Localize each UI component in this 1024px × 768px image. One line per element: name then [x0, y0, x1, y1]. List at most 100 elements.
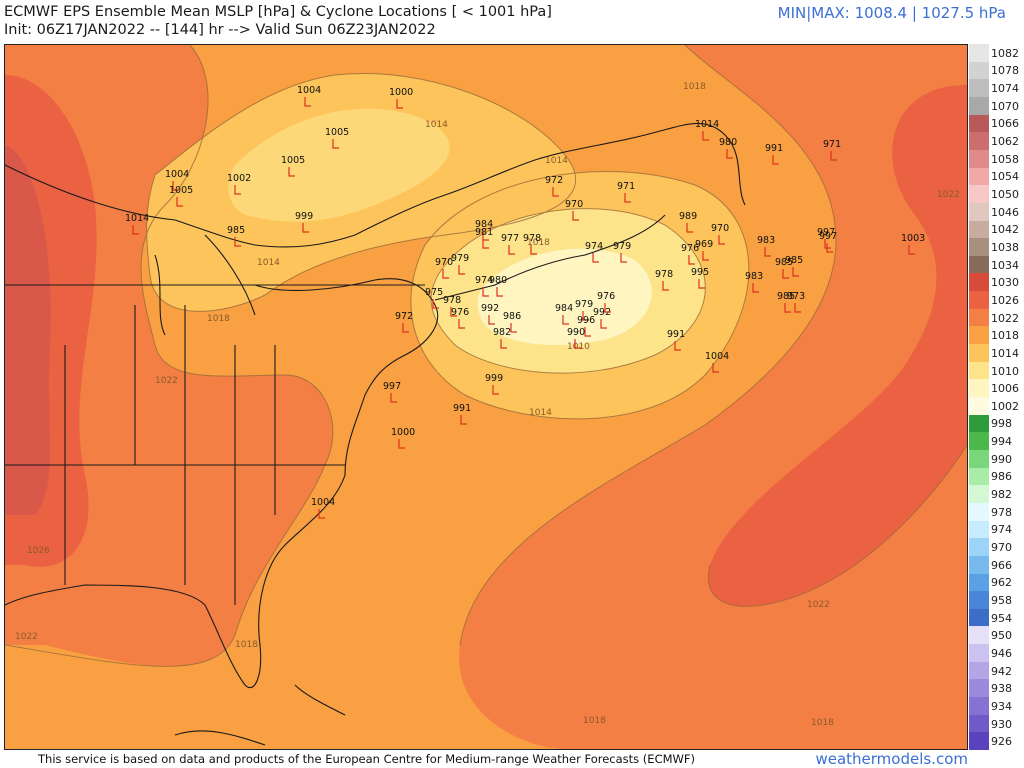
- cyclone-marker-icon: [510, 323, 517, 333]
- scale-label: 990: [991, 452, 1012, 466]
- cyclone-pressure-label: 1002: [227, 173, 251, 184]
- cyclone-pressure-label: 985: [777, 291, 795, 302]
- isobar-label: 1014: [545, 156, 568, 166]
- cyclone-marker-icon: [460, 415, 467, 425]
- scale-label: 1038: [991, 240, 1019, 254]
- cyclone-marker-icon: [686, 223, 693, 233]
- scale-label: 946: [991, 646, 1012, 660]
- cyclone-pressure-label: 997: [817, 227, 835, 238]
- cyclone-pressure-label: 991: [667, 329, 685, 340]
- scale-swatch: [969, 397, 989, 416]
- scale-swatch: [969, 273, 989, 292]
- cyclone-marker-icon: [752, 283, 759, 293]
- cyclone-pressure-label: 979: [451, 253, 469, 264]
- scale-swatch: [969, 485, 989, 504]
- cyclone-marker-icon: [234, 185, 241, 195]
- cyclone-pressure-label: 982: [493, 327, 511, 338]
- scale-swatch: [969, 291, 989, 310]
- cyclone-pressure-label: 1004: [705, 351, 729, 362]
- cyclone-marker-icon: [458, 319, 465, 329]
- pressure-color-scale: 1082 1078 1074 1070 1066 1062 1058 1054 1050 1046…: [969, 44, 1021, 751]
- cyclone-marker-icon: [304, 97, 311, 107]
- pressure-map[interactable]: 1018 1014 1014 1014 1018 1022 1026 1022 1018 1014…: [4, 44, 968, 750]
- scale-swatch: [969, 573, 989, 592]
- cyclone-pressure-label: 992: [593, 307, 611, 318]
- scale-swatch: [969, 79, 989, 98]
- cyclone-marker-icon: [450, 307, 457, 317]
- isobar-label: 1014: [257, 258, 280, 268]
- northern-low-1010: [228, 108, 450, 222]
- scale-swatch: [969, 449, 989, 469]
- scale-label: 998: [991, 417, 1012, 431]
- credit-text: This service is based on data and produc…: [38, 752, 695, 766]
- isobar-label: 1022: [15, 632, 38, 642]
- scale-swatch: [969, 132, 989, 151]
- cyclone-pressure-label: 978: [523, 233, 541, 244]
- cyclone-marker-icon: [826, 243, 833, 253]
- scale-swatch: [969, 432, 989, 451]
- isobar-label: 1026: [27, 546, 50, 556]
- scale-swatch: [969, 697, 989, 716]
- scale-label: 994: [991, 435, 1012, 449]
- cyclone-pressure-label: 996: [577, 315, 595, 326]
- cyclone-marker-icon: [398, 439, 405, 449]
- scale-label: 934: [991, 699, 1012, 713]
- cyclone-marker-icon: [132, 225, 139, 235]
- scale-label: 1034: [991, 258, 1019, 272]
- map-canvas: 1018 1014 1014 1014 1018 1022 1026 1022 1018 1014…: [5, 45, 967, 749]
- cyclone-marker-icon: [432, 299, 439, 309]
- cyclone-marker-icon: [508, 245, 515, 255]
- cyclone-pressure-label: 1005: [169, 185, 193, 196]
- cyclone-marker-icon: [482, 287, 489, 297]
- scale-label: 1042: [991, 223, 1019, 237]
- cyclone-pressure-label: 985: [785, 255, 803, 266]
- scale-swatch: [969, 502, 989, 522]
- cyclone-marker-icon: [500, 339, 507, 349]
- cyclone-marker-icon: [604, 303, 611, 313]
- scale-swatch: [969, 679, 989, 698]
- cyclone-marker-icon: [234, 237, 241, 247]
- cyclone-pressure-label: 992: [481, 303, 499, 314]
- cyclone-marker-icon: [908, 245, 915, 255]
- cyclone-marker-icon: [764, 247, 771, 257]
- cyclone-pressure-label: 990: [567, 327, 585, 338]
- cyclone-pressure-label: 980: [489, 275, 507, 286]
- scale-swatch: [969, 626, 989, 645]
- cyclone-pressure-label: 1014: [695, 119, 719, 130]
- scale-label: 1002: [991, 399, 1019, 413]
- cyclone-pressure-label: 979: [575, 299, 593, 310]
- brand-link[interactable]: weathermodels.com: [815, 750, 968, 768]
- cyclone-marker-icon: [702, 131, 709, 141]
- cyclone-pressure-label: 1005: [325, 127, 349, 138]
- cyclone-pressure-label: 971: [823, 139, 841, 150]
- scale-swatch: [969, 644, 989, 663]
- cyclone-pressure-label: 1000: [389, 87, 413, 98]
- scale-label: 1006: [991, 382, 1019, 396]
- scale-label: 1082: [991, 46, 1019, 60]
- cyclone-marker-icon: [552, 187, 559, 197]
- cyclone-pressure-label: 978: [443, 295, 461, 306]
- scale-label: 1074: [991, 82, 1019, 96]
- scale-swatch: [969, 344, 989, 363]
- isobar-label: 1022: [807, 600, 830, 610]
- map-title: ECMWF EPS Ensemble Mean MSLP [hPa] & Cyc…: [4, 4, 552, 20]
- scale-swatch: [969, 149, 989, 169]
- cyclone-marker-icon: [782, 269, 789, 279]
- scale-label: 978: [991, 505, 1012, 519]
- scale-swatch: [969, 661, 989, 680]
- cyclone-marker-icon: [496, 287, 503, 297]
- cyclone-pressure-label: 1003: [901, 233, 925, 244]
- cyclone-marker-icon: [830, 151, 837, 161]
- cyclone-pressure-label: 1004: [297, 85, 321, 96]
- cyclone-marker-icon: [332, 139, 339, 149]
- scale-label: 1070: [991, 99, 1019, 113]
- cyclone-marker-icon: [396, 99, 403, 109]
- scale-swatch: [969, 714, 989, 733]
- cyclone-marker-icon: [492, 385, 499, 395]
- scale-swatch: [969, 467, 989, 486]
- scale-swatch: [969, 520, 989, 539]
- isobar-label: 1018: [811, 718, 834, 728]
- cyclone-pressure-label: 981: [475, 227, 493, 238]
- cyclone-pressure-label: 999: [295, 211, 313, 222]
- cyclone-pressure-label: 983: [757, 235, 775, 246]
